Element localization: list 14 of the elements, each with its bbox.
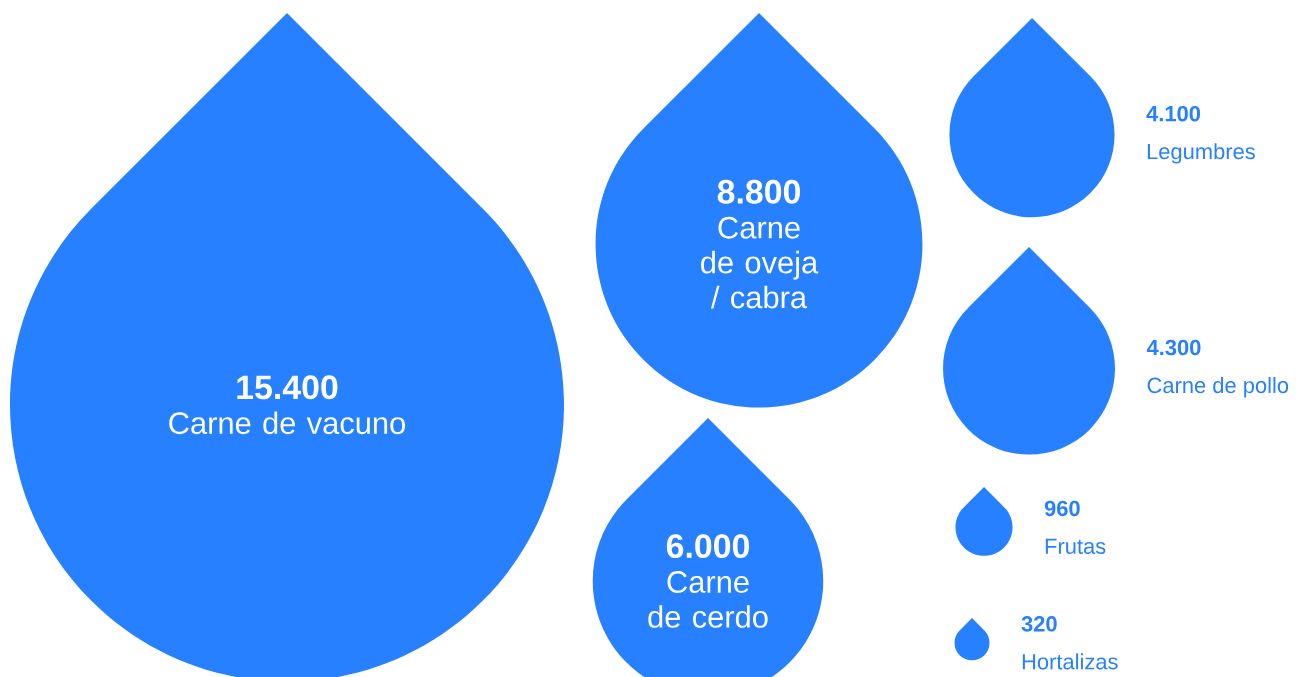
data-label: 320 <box>1021 616 1057 632</box>
category-label: Legumbres <box>1147 143 1255 164</box>
data-label: 4.300 <box>1146 339 1201 356</box>
category-label: Carne de oveja / cabra <box>701 216 819 309</box>
category-label: Hortalizas <box>1022 653 1118 670</box>
data-label: 960 <box>1044 500 1080 517</box>
category-label: Carne de cerdo <box>648 571 768 628</box>
category-label: Carne de vacuno <box>169 411 405 435</box>
data-label: 15.400 <box>237 375 338 400</box>
category-label: Carne de pollo <box>1147 377 1289 398</box>
data-label: 6.000 <box>666 534 749 559</box>
data-label: 4.100 <box>1146 105 1201 122</box>
data-label: 8.800 <box>717 179 800 204</box>
category-label: Frutas <box>1045 538 1106 555</box>
